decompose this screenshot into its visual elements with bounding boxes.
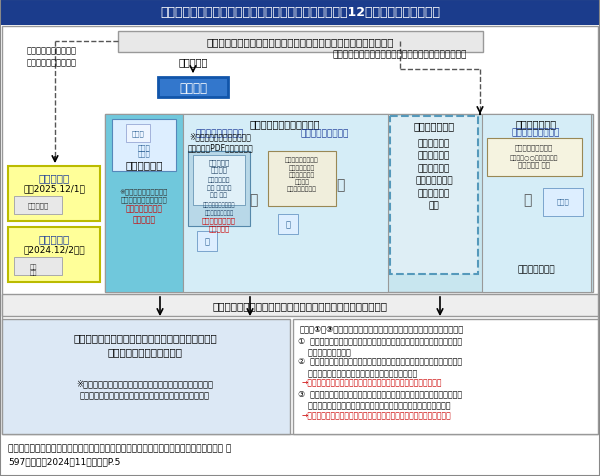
Text: 顔写真: 顔写真 bbox=[131, 130, 145, 137]
Text: ①  患者からの聞き取りや過去の受診歴等から確認できた「現在」の被保険
    者番号等を入力する: ① 患者からの聞き取りや過去の受診歴等から確認できた「現在」の被保険 者番号等を… bbox=[298, 336, 462, 357]
Bar bbox=[268, 152, 336, 207]
Text: 氏名：山田 太郎: 氏名：山田 太郎 bbox=[518, 161, 550, 168]
Bar bbox=[2, 319, 290, 434]
Text: マイナ保険証が必要: マイナ保険証が必要 bbox=[205, 210, 233, 215]
Text: 健康保険証: 健康保険証 bbox=[28, 202, 49, 209]
Text: →資格無効の場合には査定した「旧資格情報」で請求してください: →資格無効の場合には査定した「旧資格情報」で請求してください bbox=[302, 378, 443, 387]
Text: 顔: 顔 bbox=[205, 237, 209, 246]
Text: マイナ: マイナ bbox=[137, 144, 151, 151]
Bar bbox=[482, 115, 591, 292]
Text: 医療保険の: 医療保険の bbox=[208, 159, 230, 166]
Text: 資格情報: 資格情報 bbox=[211, 166, 227, 173]
Text: 被保険者資格申立書: 被保険者資格申立書 bbox=[515, 144, 553, 151]
Text: ※マイナポータルからダウン
ロードしたPDFファイルも可: ※マイナポータルからダウン ロードしたPDFファイルも可 bbox=[187, 132, 253, 152]
Text: 資格情報のお知らせ: 資格情報のお知らせ bbox=[301, 129, 349, 138]
Text: ③  被保険者資格申立書に記入された患者の住所・連絡先等を備考欄に記載
    の上、被保険者番号等は不詳として「７」を必要な桁数分入力する: ③ 被保険者資格申立書に記入された患者の住所・連絡先等を備考欄に記載 の上、被保… bbox=[298, 389, 462, 409]
Text: 加入者等へのお知らせ: 加入者等へのお知らせ bbox=[203, 202, 235, 208]
Bar bbox=[158, 78, 228, 98]
Text: 氏名: 氏名 bbox=[30, 264, 37, 269]
Bar bbox=[8, 167, 100, 221]
Bar bbox=[543, 188, 583, 217]
Bar bbox=[2, 294, 598, 317]
Text: 当施設で保険証の
提示は不要: 当施設で保険証の 提示は不要 bbox=[125, 204, 163, 224]
Text: 確認できた: 確認できた bbox=[178, 57, 208, 67]
Text: ※オンライン資格確認システムから資格情報をダウンロード
しておくことで、事前に被保険者番号等の確認が可能です: ※オンライン資格確認システムから資格情報をダウンロード しておくことで、事前に被… bbox=[77, 379, 214, 399]
Text: 顔: 顔 bbox=[286, 220, 290, 229]
Text: 上記の方法で確認した被保険者番号等を入力して、
レセプト請求してください: 上記の方法で確認した被保険者番号等を入力して、 レセプト請求してください bbox=[73, 332, 217, 356]
Text: 申立先：○○健康保険組合: 申立先：○○健康保険組合 bbox=[510, 155, 558, 160]
Text: （～2025.12/1）: （～2025.12/1） bbox=[23, 184, 85, 193]
Text: 氏名　山田花子: 氏名 山田花子 bbox=[289, 165, 315, 170]
Text: 被保険者番号: 被保険者番号 bbox=[208, 177, 230, 182]
Bar bbox=[126, 125, 150, 143]
Text: 患者には適切な自己負担分（３割等）の支払を求めてください: 患者には適切な自己負担分（３割等）の支払を求めてください bbox=[212, 300, 388, 310]
Bar bbox=[14, 258, 62, 276]
Text: 【再診の場合】: 【再診の場合】 bbox=[413, 121, 455, 131]
Text: 資格情報のお知らせ: 資格情報のお知らせ bbox=[285, 157, 319, 162]
Text: 顔写真: 顔写真 bbox=[557, 198, 569, 205]
Text: ②  オンライン資格確認における「資格（無効）」画面や過去の受診歴等か
    ら確認できた「過去」の被保険者番号等を入力する: ② オンライン資格確認における「資格（無効）」画面や過去の受診歴等か ら確認でき… bbox=[298, 357, 462, 377]
Text: 氏名 山田花子: 氏名 山田花子 bbox=[207, 185, 231, 190]
Text: 過去の受診で
請求に必要な
資格情報を把
握していれば、
患者への口頭
確認: 過去の受診で 請求に必要な 資格情報を把 握していれば、 患者への口頭 確認 bbox=[415, 139, 453, 210]
Text: 何らかの事情でオンライン資格確認を行えなかった場合: 何らかの事情でオンライン資格確認を行えなかった場合 bbox=[333, 50, 467, 60]
Bar bbox=[0, 436, 600, 476]
Bar bbox=[8, 228, 100, 282]
Bar bbox=[197, 231, 217, 251]
Text: （2024.12/2～）: （2024.12/2～） bbox=[23, 245, 85, 254]
Text: 健康保険証: 健康保険証 bbox=[38, 173, 70, 183]
Text: 事業所名: 事業所名 bbox=[295, 179, 310, 184]
Text: 記号番号　１番: 記号番号 １番 bbox=[289, 172, 315, 178]
Text: 住所: 住所 bbox=[30, 269, 37, 275]
Bar bbox=[105, 115, 593, 292]
Bar bbox=[118, 32, 483, 53]
Text: 来施設で保険証の
提示は不要: 来施設で保険証の 提示は不要 bbox=[202, 218, 236, 232]
Text: 以下の①～③の順に可能な方法を選択してレセプト請求をしてください: 以下の①～③の順に可能な方法を選択してレセプト請求をしてください bbox=[300, 325, 464, 334]
Text: マイナンバーカードをカードリーダーにかざすようご案内ください: マイナンバーカードをカードリーダーにかざすようご案内ください bbox=[206, 38, 394, 48]
Text: 被保険者資格申立書: 被保険者資格申立書 bbox=[512, 128, 560, 137]
Text: 597回総会（2024年11月６日）P.5: 597回総会（2024年11月６日）P.5 bbox=[8, 456, 121, 466]
Text: 【初診の場合】: 【初診の場合】 bbox=[515, 119, 557, 129]
Bar bbox=[14, 197, 62, 215]
Bar bbox=[193, 156, 245, 206]
Text: 医療機関・薬局での資格確認とレセプト請求（令和６年12月２日以降の取扱い）: 医療機関・薬局での資格確認とレセプト請求（令和６年12月２日以降の取扱い） bbox=[160, 7, 440, 20]
Bar bbox=[293, 319, 598, 434]
Text: マイナポータル画面: マイナポータル画面 bbox=[196, 129, 244, 138]
Text: ＋: ＋ bbox=[249, 193, 257, 207]
Text: ※電子証明書の有効期限
後３カ月間は資格確認可: ※電子証明書の有効期限 後３カ月間は資格確認可 bbox=[120, 188, 168, 203]
Bar bbox=[188, 152, 250, 227]
Bar bbox=[183, 115, 388, 292]
Text: 保険証: 保険証 bbox=[137, 150, 151, 157]
Text: （事後に確認）: （事後に確認） bbox=[517, 265, 555, 274]
Text: 記号 ３割: 記号 ３割 bbox=[211, 192, 227, 198]
Text: 問題なし: 問題なし bbox=[179, 81, 207, 94]
Text: ＋: ＋ bbox=[336, 178, 344, 192]
Text: 出典：厚生労働省「総－４マイナ保険証の利用促進等について」中央社会保険医療協議会 第: 出典：厚生労働省「総－４マイナ保険証の利用促進等について」中央社会保険医療協議会… bbox=[8, 444, 231, 453]
Text: 資格確認書: 資格確認書 bbox=[38, 234, 70, 244]
Bar bbox=[0, 0, 600, 26]
Text: →資格情報なしの場合には「不詳レセプト」として請求をしてください: →資格情報なしの場合には「不詳レセプト」として請求をしてください bbox=[302, 411, 452, 420]
Text: マイナ保険証必要: マイナ保険証必要 bbox=[287, 186, 317, 191]
Bar bbox=[2, 27, 598, 434]
Text: 【患者が提示可能な場合】: 【患者が提示可能な場合】 bbox=[250, 119, 320, 129]
Bar bbox=[487, 139, 582, 177]
Text: ＋: ＋ bbox=[523, 193, 531, 207]
Bar bbox=[278, 215, 298, 235]
Bar bbox=[112, 120, 176, 172]
Bar bbox=[105, 115, 183, 292]
Text: マイナンバーカードを
持っていない方の場合: マイナンバーカードを 持っていない方の場合 bbox=[27, 47, 77, 67]
FancyBboxPatch shape bbox=[390, 117, 478, 275]
Text: マイナ保険証: マイナ保険証 bbox=[125, 159, 163, 169]
